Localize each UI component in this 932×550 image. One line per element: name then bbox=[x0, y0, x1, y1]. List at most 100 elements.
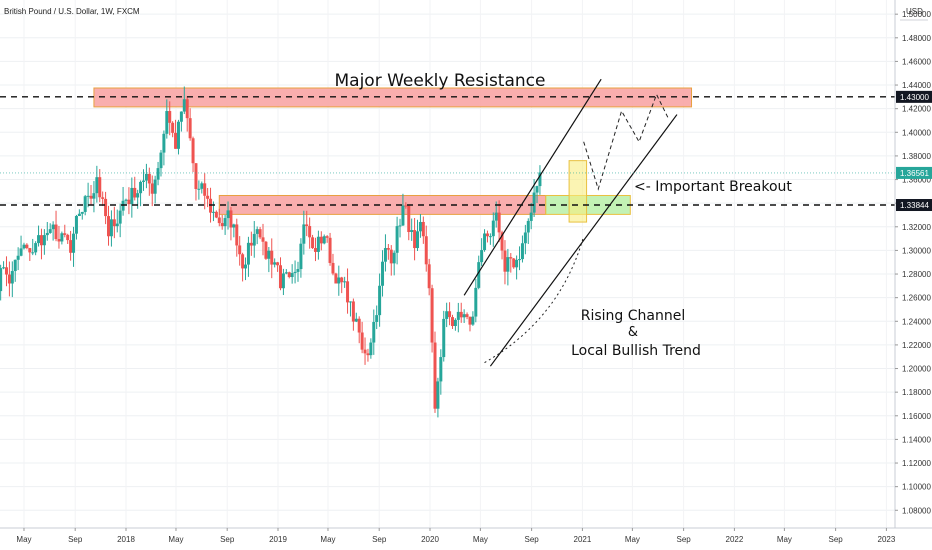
candle-body bbox=[80, 211, 84, 214]
candle-body bbox=[448, 311, 452, 318]
candle-body bbox=[276, 262, 280, 266]
candle-body bbox=[66, 234, 70, 241]
candle-body bbox=[54, 224, 58, 240]
candle-body bbox=[39, 235, 43, 246]
candle-body bbox=[485, 233, 489, 237]
candle-body bbox=[249, 242, 253, 246]
candle-body bbox=[127, 199, 131, 205]
candle-body bbox=[462, 314, 466, 318]
candle-body bbox=[57, 239, 61, 242]
candle-body bbox=[244, 264, 248, 269]
candle-body bbox=[299, 243, 303, 270]
candle-body bbox=[246, 242, 250, 265]
candle-body bbox=[322, 236, 326, 244]
price-tick-label: 1.16000 bbox=[902, 412, 931, 421]
candle-body bbox=[535, 186, 539, 193]
candle-body bbox=[72, 233, 76, 253]
candle-body bbox=[480, 250, 484, 263]
candle-body bbox=[130, 187, 134, 205]
time-tick-label: May bbox=[625, 535, 640, 544]
candle-body bbox=[241, 254, 245, 269]
candle-body bbox=[465, 314, 469, 317]
price-level-lines bbox=[0, 96, 895, 206]
candle-body bbox=[141, 180, 145, 182]
candle-body bbox=[83, 196, 87, 212]
price-tick-label: 1.46000 bbox=[902, 57, 931, 66]
candle-body bbox=[325, 236, 329, 238]
candle-body bbox=[211, 211, 215, 213]
price-level-badge-label: 1.33844 bbox=[900, 201, 929, 210]
candle-body bbox=[203, 183, 207, 196]
candle-body bbox=[442, 318, 446, 358]
candle-body bbox=[206, 195, 210, 199]
candle-body bbox=[255, 229, 259, 234]
candle-body bbox=[488, 236, 492, 238]
candle-body bbox=[416, 231, 420, 249]
candle-body bbox=[308, 226, 312, 238]
time-tick-label: Sep bbox=[676, 535, 691, 544]
candle-body bbox=[182, 99, 186, 112]
currency-label: USD bbox=[906, 7, 923, 16]
candle-body bbox=[13, 259, 17, 272]
candle-body bbox=[287, 272, 291, 278]
candle-body bbox=[328, 237, 332, 263]
time-tick-label: 2023 bbox=[878, 535, 896, 544]
candle-body bbox=[115, 223, 119, 227]
candle-body bbox=[474, 287, 478, 317]
candle-body bbox=[238, 245, 242, 255]
candle-body bbox=[101, 197, 105, 199]
candle-body bbox=[139, 181, 143, 194]
candle-body bbox=[532, 192, 536, 213]
time-tick-label: May bbox=[777, 535, 792, 544]
candle-body bbox=[273, 262, 277, 265]
candle-body bbox=[430, 288, 434, 343]
time-tick-label: May bbox=[16, 535, 31, 544]
candle-body bbox=[404, 205, 408, 207]
candle-body bbox=[77, 213, 81, 216]
price-tick-label: 1.32000 bbox=[902, 223, 931, 232]
candle-body bbox=[98, 177, 102, 198]
candle-body bbox=[456, 311, 460, 320]
candle-body bbox=[360, 332, 364, 350]
candle-body bbox=[500, 232, 504, 251]
time-tick-label: May bbox=[168, 535, 183, 544]
candle-body bbox=[7, 274, 11, 284]
price-tick-label: 1.14000 bbox=[902, 435, 931, 444]
annotation-text: <- Important Breakout bbox=[634, 179, 792, 195]
candle-body bbox=[392, 252, 396, 264]
candle-body bbox=[214, 211, 218, 218]
candle-body bbox=[418, 221, 422, 232]
candle-body bbox=[497, 212, 501, 233]
price-tick-label: 1.50000 bbox=[902, 10, 931, 19]
candle-body bbox=[281, 273, 285, 289]
candle-body bbox=[92, 193, 96, 199]
candle-body bbox=[107, 216, 111, 237]
annotation-text: & bbox=[628, 325, 638, 340]
time-axis-bg bbox=[0, 528, 932, 550]
candle-body bbox=[69, 240, 73, 253]
candle-body bbox=[31, 252, 35, 254]
candle-body bbox=[372, 321, 376, 343]
candle-body bbox=[16, 255, 20, 260]
candle-body bbox=[0, 268, 3, 292]
candle-body bbox=[284, 272, 288, 274]
time-tick-label: 2021 bbox=[574, 535, 592, 544]
candle-body bbox=[278, 265, 282, 289]
annotation-text: Rising Channel bbox=[581, 308, 686, 324]
candle-body bbox=[109, 219, 113, 237]
drawings bbox=[463, 78, 678, 367]
candle-body bbox=[179, 111, 183, 122]
candle-body bbox=[427, 264, 431, 289]
candle-body bbox=[19, 248, 23, 256]
candle-body bbox=[445, 311, 449, 319]
candle-body bbox=[267, 250, 271, 259]
candle-body bbox=[366, 353, 370, 356]
price-level-badge bbox=[896, 90, 932, 103]
price-tick-label: 1.48000 bbox=[902, 34, 931, 43]
price-level-badge-label: 1.43000 bbox=[900, 93, 929, 102]
time-tick-label: May bbox=[473, 535, 488, 544]
candle-body bbox=[86, 195, 90, 197]
candle-body bbox=[124, 199, 128, 201]
candle-body bbox=[188, 118, 192, 139]
